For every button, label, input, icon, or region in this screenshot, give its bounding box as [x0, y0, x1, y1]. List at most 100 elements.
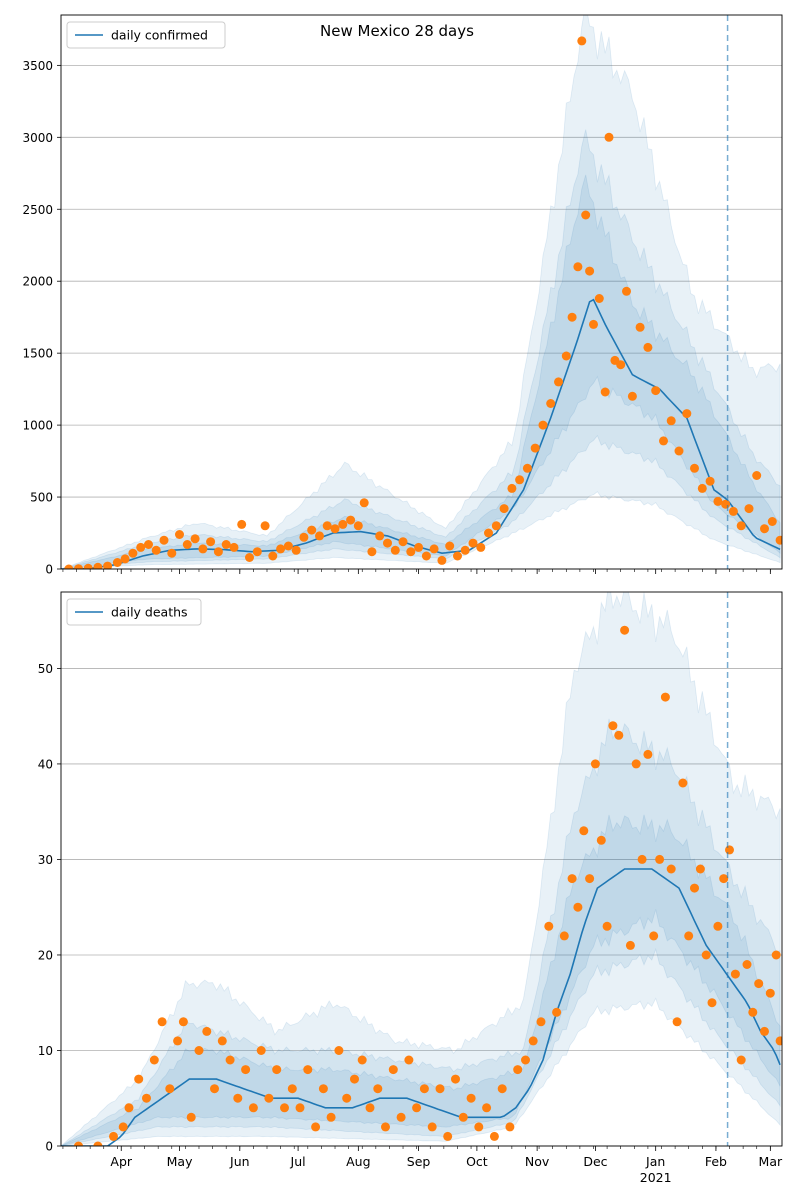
- data-point-confirmed-57: [515, 475, 525, 485]
- data-point-deaths-84: [701, 950, 711, 960]
- data-point-deaths-49: [474, 1122, 484, 1132]
- data-point-deaths-80: [678, 778, 688, 788]
- data-point-confirmed-54: [491, 521, 501, 531]
- data-point-confirmed-2: [83, 563, 93, 569]
- data-point-deaths-9: [165, 1084, 175, 1094]
- data-point-deaths-27: [303, 1065, 313, 1075]
- data-point-deaths-95: [765, 988, 775, 998]
- xtick-label-6: Sep: [407, 1154, 431, 1169]
- xtick-label-2: May: [167, 1154, 193, 1169]
- data-point-deaths-16: [217, 1036, 227, 1046]
- data-point-deaths-88: [725, 845, 734, 855]
- data-point-confirmed-13: [175, 530, 184, 539]
- data-point-deaths-19: [241, 1065, 251, 1075]
- ytick-label-deaths: 20: [38, 948, 53, 962]
- data-point-deaths-4: [124, 1103, 134, 1113]
- data-point-confirmed-1: [74, 564, 83, 569]
- plot-area-deaths: [61, 592, 782, 1146]
- xtick-label-4: Jul: [290, 1154, 306, 1169]
- data-point-deaths-7: [149, 1055, 159, 1065]
- data-point-deaths-25: [287, 1084, 297, 1094]
- data-point-confirmed-86: [705, 476, 715, 486]
- data-point-confirmed-45: [421, 551, 431, 561]
- data-point-deaths-47: [458, 1112, 468, 1122]
- figure-title: New Mexico 28 days: [320, 22, 474, 40]
- data-point-deaths-96: [771, 950, 781, 960]
- data-point-deaths-79: [672, 1017, 682, 1027]
- confidence-band-deaths-2: [61, 814, 781, 1146]
- data-point-confirmed-34: [338, 519, 348, 529]
- data-point-deaths-58: [544, 921, 554, 931]
- data-point-deaths-51: [489, 1131, 499, 1141]
- data-point-confirmed-48: [445, 541, 455, 551]
- data-point-confirmed-35: [346, 515, 356, 525]
- ytick-label-confirmed: 500: [30, 491, 53, 505]
- ytick-label-confirmed: 0: [45, 563, 53, 577]
- data-point-deaths-36: [373, 1084, 383, 1094]
- data-point-confirmed-62: [554, 377, 563, 387]
- data-point-deaths-18: [233, 1093, 243, 1103]
- plot-area-confirmed: [61, 15, 782, 569]
- axes-frame-confirmed: [60, 14, 783, 570]
- data-point-deaths-34: [357, 1055, 367, 1065]
- data-point-deaths-44: [435, 1084, 445, 1094]
- data-point-deaths-54: [513, 1065, 523, 1075]
- data-point-deaths-74: [643, 749, 653, 759]
- data-point-confirmed-78: [643, 342, 653, 352]
- data-point-confirmed-3: [93, 562, 103, 569]
- data-point-confirmed-9: [144, 540, 153, 549]
- data-point-confirmed-51: [468, 538, 478, 548]
- data-point-confirmed-84: [690, 463, 699, 473]
- data-point-deaths-62: [573, 902, 583, 912]
- data-point-confirmed-95: [775, 535, 782, 545]
- data-point-confirmed-18: [213, 547, 223, 557]
- data-point-confirmed-10: [151, 545, 161, 555]
- data-point-confirmed-90: [736, 521, 746, 531]
- data-point-confirmed-85: [697, 483, 707, 493]
- data-point-deaths-12: [186, 1112, 196, 1122]
- ytick-label-confirmed: 2000: [22, 275, 53, 289]
- ytick-label-confirmed: 1500: [22, 347, 53, 361]
- data-point-deaths-94: [760, 1026, 769, 1036]
- data-point-deaths-15: [210, 1084, 219, 1094]
- data-point-deaths-71: [625, 940, 635, 950]
- data-point-deaths-29: [318, 1084, 328, 1094]
- data-point-confirmed-15: [190, 534, 200, 544]
- ytick-label-deaths: 50: [38, 662, 53, 676]
- data-point-confirmed-6: [120, 554, 130, 564]
- confidence-band-deaths-1: [61, 718, 781, 1146]
- data-point-deaths-41: [412, 1103, 422, 1113]
- data-point-deaths-46: [451, 1074, 460, 1084]
- year-label: 2021: [640, 1170, 672, 1185]
- data-point-deaths-78: [666, 864, 676, 874]
- data-point-confirmed-75: [622, 286, 631, 296]
- data-point-deaths-28: [311, 1122, 321, 1132]
- data-point-deaths-13: [194, 1046, 204, 1055]
- legend-deaths: daily deaths: [66, 598, 202, 626]
- data-point-deaths-59: [552, 1007, 562, 1017]
- data-point-confirmed-33: [330, 524, 340, 534]
- data-point-confirmed-66: [577, 36, 587, 46]
- data-point-confirmed-4: [103, 561, 113, 569]
- data-point-deaths-72: [631, 759, 641, 769]
- data-point-confirmed-77: [635, 322, 645, 332]
- legend-confirmed: daily confirmed: [66, 21, 226, 49]
- data-point-confirmed-46: [429, 544, 439, 554]
- data-point-deaths-39: [396, 1112, 406, 1122]
- data-point-deaths-55: [521, 1055, 530, 1065]
- data-point-deaths-73: [637, 854, 647, 864]
- data-point-confirmed-36: [353, 521, 363, 531]
- data-point-deaths-50: [482, 1103, 492, 1113]
- data-point-deaths-60: [559, 931, 569, 941]
- data-point-confirmed-60: [538, 420, 548, 430]
- data-point-confirmed-40: [383, 538, 392, 548]
- data-point-deaths-42: [419, 1084, 429, 1094]
- data-point-confirmed-44: [414, 542, 424, 552]
- data-point-deaths-93: [754, 979, 764, 989]
- ytick-label-deaths: 40: [38, 757, 53, 771]
- data-point-confirmed-41: [390, 545, 400, 555]
- data-point-confirmed-22: [245, 553, 254, 562]
- data-point-confirmed-82: [674, 446, 684, 456]
- data-point-deaths-70: [620, 625, 630, 635]
